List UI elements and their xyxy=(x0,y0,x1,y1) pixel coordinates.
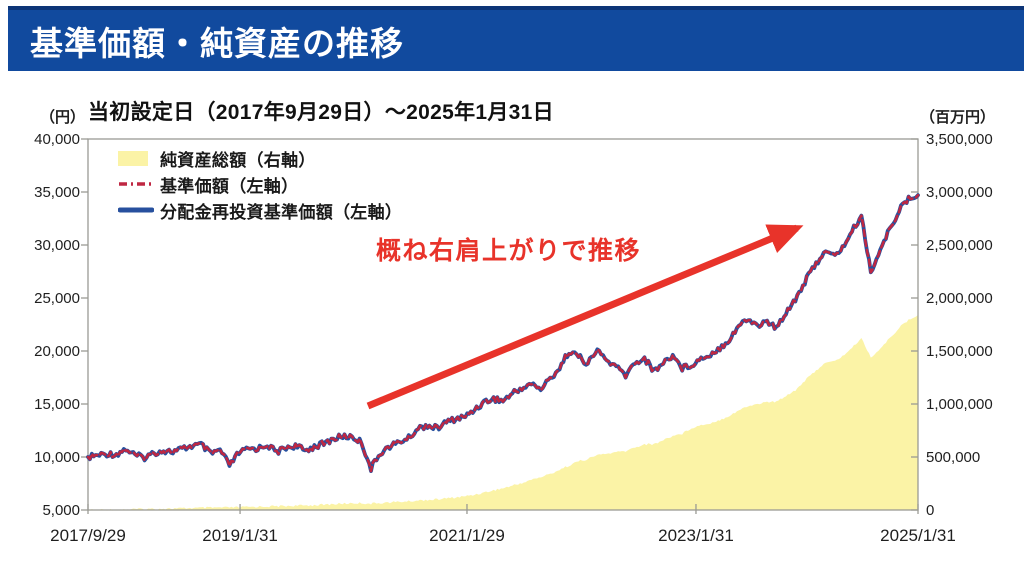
trend-annotation-text: 概ね右肩上がりで推移 xyxy=(376,237,642,265)
svg-text:2025/1/31: 2025/1/31 xyxy=(880,526,956,545)
legend-label-nav: 基準価額（左軸） xyxy=(160,176,299,196)
legend-label-net-assets: 純資産総額（右軸） xyxy=(160,150,316,170)
svg-text:1,500,000: 1,500,000 xyxy=(926,343,993,360)
svg-text:40,000: 40,000 xyxy=(34,131,80,148)
page-header: 基準価額・純資産の推移 xyxy=(8,6,1024,71)
svg-text:1,000,000: 1,000,000 xyxy=(926,396,993,413)
net-assets-swatch-icon xyxy=(118,150,160,166)
svg-text:35,000: 35,000 xyxy=(34,184,80,201)
chart-legend: 純資産総額（右軸） 基準価額（左軸） 分配金再投資基準価額（左軸） xyxy=(118,145,402,223)
nav-dashed-line-icon xyxy=(118,180,160,188)
chart-period-subtitle: 当初設定日（2017年9月29日）～2025年1月31日 xyxy=(88,101,554,124)
svg-text:10,000: 10,000 xyxy=(34,449,80,466)
left-axis-unit-label: （円） xyxy=(40,109,86,126)
svg-text:3,000,000: 3,000,000 xyxy=(926,184,993,201)
svg-text:2021/1/29: 2021/1/29 xyxy=(429,526,505,545)
svg-text:2,000,000: 2,000,000 xyxy=(926,290,993,307)
svg-text:20,000: 20,000 xyxy=(34,343,80,360)
legend-label-nav-reinvested: 分配金再投資基準価額（左軸） xyxy=(160,202,403,222)
svg-text:0: 0 xyxy=(926,502,934,519)
svg-text:15,000: 15,000 xyxy=(34,396,80,413)
page-title: 基準価額・純資産の推移 xyxy=(30,24,404,62)
svg-text:5,000: 5,000 xyxy=(42,502,80,519)
svg-text:25,000: 25,000 xyxy=(34,290,80,307)
legend-item-nav: 基準価額（左軸） xyxy=(118,171,402,197)
legend-item-nav-reinvested: 分配金再投資基準価額（左軸） xyxy=(118,197,402,223)
svg-text:3,500,000: 3,500,000 xyxy=(926,131,993,148)
svg-text:2019/1/31: 2019/1/31 xyxy=(202,526,278,545)
svg-text:500,000: 500,000 xyxy=(926,449,980,466)
legend-item-net-assets: 純資産総額（右軸） xyxy=(118,145,402,171)
svg-text:30,000: 30,000 xyxy=(34,237,80,254)
svg-text:2,500,000: 2,500,000 xyxy=(926,237,993,254)
svg-text:2023/1/31: 2023/1/31 xyxy=(658,526,734,545)
nav-reinvested-line-icon xyxy=(118,206,160,214)
svg-text:2017/9/29: 2017/9/29 xyxy=(50,526,126,545)
right-axis-unit-label: （百万円） xyxy=(920,109,996,126)
